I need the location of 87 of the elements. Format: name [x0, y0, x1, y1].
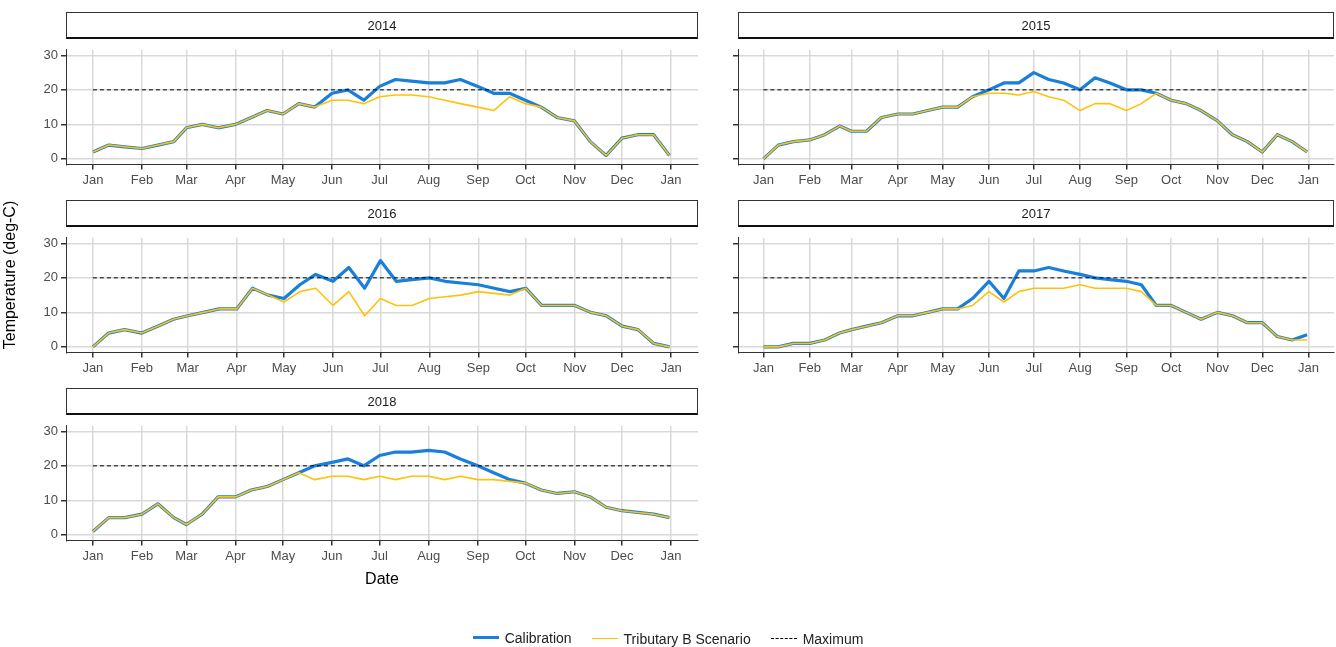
x-tick-label: Oct — [515, 547, 536, 563]
x-tick-label: Jan — [752, 359, 774, 375]
x-tick-label: Mar — [840, 359, 864, 375]
x-tick-label: Jul — [371, 171, 389, 187]
y-axis-title: Temperature (deg-C) — [1, 200, 19, 350]
x-tick-label: Jul — [371, 547, 389, 563]
x-tick-label: Feb — [798, 171, 821, 187]
y-tick-label: 0 — [50, 526, 58, 542]
x-tick-label: Nov — [562, 171, 587, 187]
x-tick-label: Oct — [1161, 171, 1182, 187]
x-tick-label: Nov — [1205, 171, 1230, 187]
chart-title: 2015 — [738, 12, 1334, 39]
x-tick-label: Aug — [1068, 359, 1092, 375]
x-tick-label: Nov — [1205, 359, 1230, 375]
x-tick-label: Aug — [1068, 171, 1092, 187]
x-tick-label: Jun — [321, 171, 343, 187]
x-axis-title: Date — [365, 570, 399, 588]
x-tick-label: Aug — [417, 171, 441, 187]
x-tick-label: Oct — [515, 171, 536, 187]
x-tick-label: Apr — [225, 171, 247, 187]
x-tick-label: Jun — [978, 359, 1000, 375]
y-tick-label: 0 — [50, 150, 58, 166]
x-tick-label: Jun — [321, 547, 343, 563]
x-tick-label: Jan — [660, 171, 682, 187]
y-tick-label: 10 — [43, 303, 58, 319]
y-tick-label: 30 — [43, 234, 58, 250]
x-tick-label: May — [930, 359, 956, 375]
x-tick-label: Feb — [798, 359, 821, 375]
x-tick-label: Nov — [563, 359, 587, 375]
y-tick-label: 20 — [43, 81, 58, 97]
x-tick-label: Sep — [466, 547, 490, 563]
legend-label: Maximum — [802, 630, 864, 647]
x-tick-label: Mar — [175, 547, 199, 563]
x-tick-label: Jan — [82, 359, 104, 375]
x-tick-label: Jan — [82, 171, 104, 187]
x-tick-label: Jul — [372, 359, 389, 375]
y-tick-label: 10 — [43, 491, 58, 507]
x-tick-label: Oct — [1161, 359, 1182, 375]
x-tick-label: Oct — [515, 359, 537, 375]
x-tick-label: May — [270, 547, 296, 563]
x-tick-label: Dec — [1250, 359, 1275, 375]
x-tick-label: Jul — [1025, 171, 1043, 187]
legend-label: Tributary B Scenario — [623, 630, 751, 647]
x-tick-label: Sep — [1114, 171, 1138, 187]
x-tick-label: Sep — [1114, 359, 1138, 375]
y-tick-label: 0 — [50, 338, 58, 354]
y-tick-label: 30 — [43, 46, 58, 62]
x-tick-label: Aug — [417, 359, 441, 375]
x-tick-label: Apr — [226, 359, 248, 375]
x-tick-label: Dec — [1250, 171, 1275, 187]
x-tick-label: Mar — [175, 171, 199, 187]
x-tick-label: Jan — [1298, 171, 1320, 187]
x-tick-label: Jan — [660, 359, 682, 375]
x-tick-label: Mar — [840, 171, 864, 187]
x-tick-label: Jan — [82, 547, 104, 563]
chart-title: 2016 — [66, 200, 698, 227]
chart-title: 2018 — [66, 388, 698, 415]
x-tick-label: Feb — [130, 359, 154, 375]
x-tick-label: Apr — [225, 547, 247, 563]
chart-title: 2014 — [66, 12, 698, 39]
y-tick-label: 10 — [43, 115, 58, 131]
y-tick-label: 30 — [43, 422, 58, 438]
x-tick-label: Jan — [752, 171, 774, 187]
x-tick-label: May — [270, 171, 296, 187]
x-tick-label: Nov — [562, 547, 587, 563]
x-tick-label: Jun — [322, 359, 344, 375]
x-tick-label: Jan — [660, 547, 682, 563]
x-tick-label: Sep — [466, 359, 490, 375]
chart-title: 2017 — [738, 200, 1334, 227]
x-tick-label: Dec — [610, 547, 635, 563]
x-tick-label: May — [271, 359, 297, 375]
x-tick-label: Apr — [887, 171, 909, 187]
x-tick-label: Dec — [610, 359, 635, 375]
x-tick-label: Feb — [130, 547, 154, 563]
y-tick-label: 20 — [43, 269, 58, 285]
x-tick-label: Aug — [417, 547, 441, 563]
x-tick-label: Apr — [887, 359, 909, 375]
x-tick-label: Feb — [130, 171, 154, 187]
y-tick-label: 20 — [43, 457, 58, 473]
x-tick-label: Dec — [610, 171, 635, 187]
x-tick-label: Jan — [1298, 359, 1320, 375]
x-tick-label: Jul — [1025, 359, 1043, 375]
x-tick-label: May — [930, 171, 956, 187]
x-tick-label: Jun — [978, 171, 1000, 187]
legend-label: Calibration — [504, 629, 572, 646]
x-tick-label: Sep — [466, 171, 490, 187]
x-tick-label: Mar — [176, 359, 200, 375]
